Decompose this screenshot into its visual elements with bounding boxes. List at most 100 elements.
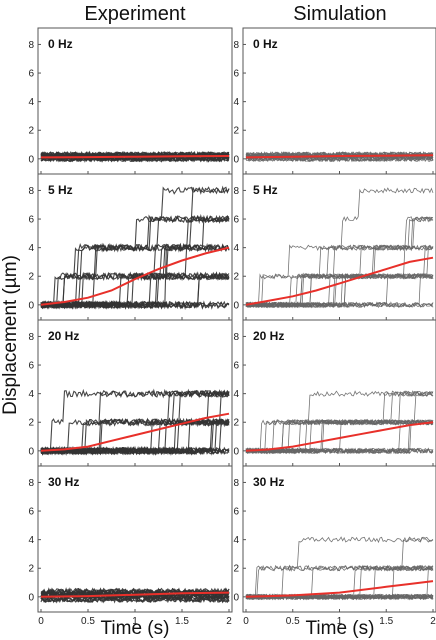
mean-line — [245, 256, 434, 306]
mean-line — [245, 154, 434, 159]
panel-simulation-5hz: 0 2 4 6 8 5 Hz — [233, 173, 436, 321]
trace-line — [40, 593, 230, 601]
frequency-label: 0 Hz — [48, 37, 73, 51]
x-tick-label: 2 — [430, 616, 436, 627]
y-tick-label: 6 — [28, 507, 34, 518]
panel-experiment-5hz: 0 2 4 6 8 5 Hz — [28, 173, 233, 321]
trace-line — [40, 213, 230, 310]
y-tick-label: 4 — [28, 97, 34, 108]
y-tick-label: 2 — [28, 126, 34, 137]
trace-line — [245, 216, 434, 309]
y-tick-label: 6 — [28, 215, 34, 226]
y-tick-label: 0 — [233, 154, 239, 165]
y-tick-label: 4 — [28, 535, 34, 546]
y-tick-label: 2 — [233, 418, 239, 429]
trace-line — [245, 152, 434, 160]
x-tick-label: 1 — [132, 616, 138, 627]
trace-line — [40, 596, 230, 604]
x-tick-label: 0.5 — [286, 616, 300, 627]
y-tick-label: 2 — [233, 564, 239, 575]
trace-line — [245, 301, 434, 309]
y-tick-label: 8 — [28, 40, 34, 51]
column-title-simulation: Simulation — [293, 3, 386, 25]
panel-simulation-20hz: 0 2 4 6 8 20 Hz — [233, 319, 436, 467]
mean-line — [40, 412, 230, 452]
frequency-label: 30 Hz — [48, 475, 79, 489]
y-tick-label: 6 — [233, 507, 239, 518]
y-tick-label: 4 — [233, 389, 239, 400]
trace-line — [245, 418, 434, 454]
panel-experiment-0hz: 0 2 4 6 8 0 Hz — [28, 27, 233, 175]
trace-line — [40, 421, 230, 456]
mean-line — [40, 246, 230, 306]
mean-line — [40, 591, 230, 598]
trace-line — [40, 152, 230, 161]
x-tick-label: 0.5 — [81, 616, 95, 627]
frequency-label: 5 Hz — [48, 183, 73, 197]
frequency-label: 0 Hz — [253, 37, 278, 51]
y-tick-label: 6 — [233, 69, 239, 80]
y-tick-label: 2 — [28, 564, 34, 575]
x-tick-label: 1.5 — [175, 616, 189, 627]
x-tick-label: 2 — [226, 616, 232, 627]
trace-line — [40, 214, 230, 310]
panel-simulation-0hz: 0 2 4 6 8 0 Hz — [233, 27, 436, 175]
column-title-experiment: Experiment — [84, 3, 186, 25]
y-tick-label: 6 — [233, 361, 239, 372]
x-axis-title-simulation: Time (s) — [306, 618, 375, 639]
frequency-label: 20 Hz — [48, 329, 79, 343]
y-tick-label: 4 — [233, 243, 239, 254]
y-tick-label: 6 — [28, 361, 34, 372]
trace-line — [40, 186, 230, 309]
y-tick-label: 2 — [233, 272, 239, 283]
x-tick-label: 1 — [337, 616, 343, 627]
x-axis-title-experiment: Time (s) — [101, 618, 170, 639]
y-tick-label: 8 — [28, 478, 34, 489]
y-tick-label: 4 — [28, 389, 34, 400]
x-tick-label: 0 — [38, 616, 44, 627]
mean-line — [245, 421, 434, 452]
y-tick-label: 0 — [28, 300, 34, 311]
trace-line — [40, 214, 230, 310]
mean-line — [40, 155, 230, 159]
y-tick-label: 4 — [233, 535, 239, 546]
y-tick-label: 8 — [233, 332, 239, 343]
y-tick-label: 8 — [233, 186, 239, 197]
trace-line — [40, 215, 230, 310]
x-tick-label: 0 — [243, 616, 249, 627]
y-tick-label: 6 — [233, 215, 239, 226]
trace-line — [40, 587, 230, 595]
y-axis-title: Displacement (µm) — [0, 255, 21, 415]
trace-line — [40, 388, 230, 456]
frequency-label: 5 Hz — [253, 183, 278, 197]
y-tick-label: 0 — [233, 592, 239, 603]
y-tick-label: 8 — [28, 186, 34, 197]
trace-line — [245, 536, 434, 600]
y-tick-label: 0 — [28, 446, 34, 457]
y-tick-label: 4 — [233, 97, 239, 108]
panel-experiment-30hz: 0 2 4 6 8 0 0.5 1 1.5 2 30 Hz — [28, 465, 233, 627]
y-tick-label: 2 — [233, 126, 239, 137]
y-tick-label: 0 — [233, 446, 239, 457]
trace-line — [246, 216, 433, 308]
y-tick-label: 0 — [28, 154, 34, 165]
y-tick-label: 6 — [28, 69, 34, 80]
panel-simulation-30hz: 0 2 4 6 8 0 0.5 1 1.5 2 30 Hz — [233, 465, 436, 627]
y-tick-label: 4 — [28, 243, 34, 254]
trace-line — [40, 389, 230, 456]
trace-line — [245, 216, 434, 308]
panel-experiment-20hz: 0 2 4 6 8 20 Hz — [28, 319, 233, 467]
y-tick-label: 8 — [233, 478, 239, 489]
y-tick-label: 0 — [28, 592, 34, 603]
y-tick-label: 2 — [28, 418, 34, 429]
y-tick-label: 2 — [28, 272, 34, 283]
frequency-label: 20 Hz — [253, 329, 284, 343]
y-tick-label: 8 — [28, 332, 34, 343]
trace-line — [245, 390, 434, 454]
y-tick-label: 0 — [233, 300, 239, 311]
frequency-label: 30 Hz — [253, 475, 284, 489]
y-tick-label: 8 — [233, 40, 239, 51]
trace-line — [245, 216, 434, 309]
